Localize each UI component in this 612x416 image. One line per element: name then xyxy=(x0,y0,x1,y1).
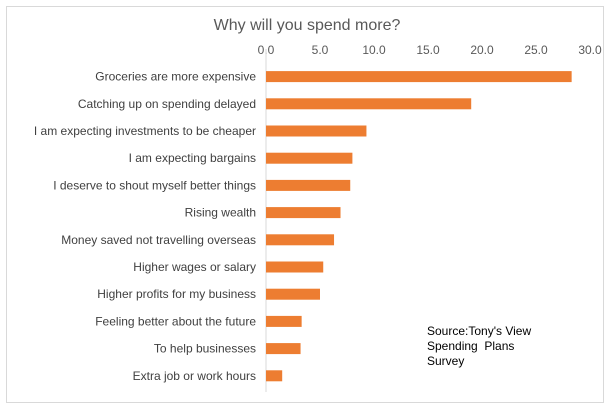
bar xyxy=(266,343,301,355)
bar xyxy=(266,261,324,273)
category-label: Feeling better about the future xyxy=(95,314,256,328)
category-label: I am expecting investments to be cheaper xyxy=(34,124,256,138)
source-line-2: Spending Plans xyxy=(427,339,514,353)
bar xyxy=(266,179,351,191)
source-annotation: Source:Tony's View Spending Plans Survey xyxy=(427,324,534,368)
category-label: Rising wealth xyxy=(185,206,256,220)
chart-title: Why will you spend more? xyxy=(214,17,401,34)
bar xyxy=(266,152,353,164)
chart-frame: Why will you spend more? 0.0 5.0 10.0 15.0 2… xyxy=(6,6,604,403)
source-line-1: Source:Tony's View xyxy=(427,324,531,338)
category-labels: Groceries are more expensive Catching up … xyxy=(34,70,256,383)
category-label: To help businesses xyxy=(154,342,256,356)
x-tick-label: 20.0 xyxy=(470,43,494,57)
x-tick-label: 10.0 xyxy=(362,43,386,57)
bar xyxy=(266,234,335,246)
category-label: Money saved not travelling overseas xyxy=(61,233,256,247)
x-tick-label: 30.0 xyxy=(578,43,602,57)
category-label: Higher wages or salary xyxy=(133,260,256,274)
x-tick-label: 25.0 xyxy=(524,43,548,57)
bar xyxy=(266,125,367,137)
bars xyxy=(266,71,572,382)
bar xyxy=(266,370,283,382)
category-label: I am expecting bargains xyxy=(129,151,256,165)
x-tick-label: 5.0 xyxy=(312,43,329,57)
x-axis-ticks: 0.0 5.0 10.0 15.0 20.0 25.0 30.0 xyxy=(258,43,602,57)
bar xyxy=(266,98,472,110)
bar xyxy=(266,207,341,219)
bar xyxy=(266,71,572,83)
bar xyxy=(266,315,302,327)
bar xyxy=(266,288,320,300)
bar-chart: Why will you spend more? 0.0 5.0 10.0 15.0 2… xyxy=(34,17,602,392)
category-label: Groceries are more expensive xyxy=(95,70,256,84)
category-label: Extra job or work hours xyxy=(133,369,256,383)
source-line-3: Survey xyxy=(427,354,464,368)
category-label: Higher profits for my business xyxy=(97,287,256,301)
category-label: I deserve to shout myself better things xyxy=(53,178,256,192)
x-tick-label: 15.0 xyxy=(416,43,440,57)
category-label: Catching up on spending delayed xyxy=(78,97,256,111)
